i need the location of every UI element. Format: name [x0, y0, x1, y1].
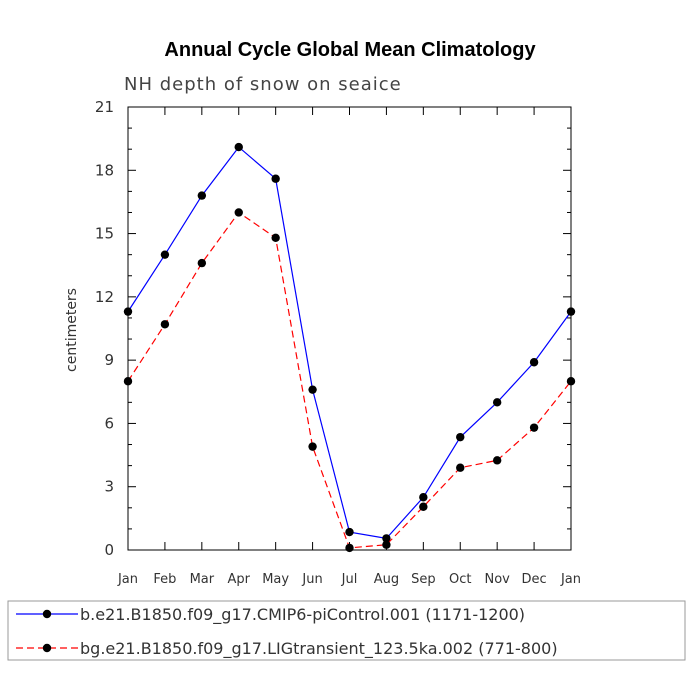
series-1-point — [271, 174, 280, 183]
series-2-point — [566, 377, 576, 386]
y-tick-label: 6 — [104, 414, 114, 432]
series-2-point — [382, 540, 391, 549]
legend-marker-2 — [42, 643, 52, 653]
plot-frame — [127, 106, 572, 551]
y-tick-label: 21 — [95, 98, 114, 116]
series-1-point — [492, 398, 502, 407]
y-tick-label: 0 — [104, 541, 114, 559]
series-1-point — [566, 307, 576, 316]
x-tick-label: Dec — [522, 572, 547, 587]
series-1-point — [382, 534, 391, 543]
y-tick-label: 9 — [104, 351, 114, 369]
series-2-point — [197, 258, 207, 268]
series-layer — [123, 142, 576, 553]
series-2-point — [492, 456, 502, 465]
x-tick-labels: Jan Feb Mar Apr May Jun Jul Aug Sep Oct Nov Dec Jan — [117, 572, 581, 587]
legend-box — [7, 600, 686, 661]
series-2-point — [308, 442, 317, 451]
series-2-point — [529, 423, 539, 432]
chart-subtitle: NH depth of snow on seaice — [124, 74, 402, 95]
series-1-point — [529, 358, 539, 367]
series-2-point — [419, 502, 428, 511]
x-tick-label: Jan — [117, 572, 138, 587]
y-tick-labels: 0 3 6 9 12 15 18 21 — [95, 98, 114, 559]
y-tick-label: 12 — [95, 288, 114, 306]
series-1-point — [160, 250, 170, 259]
y-tick-label: 15 — [95, 225, 114, 243]
legend: b.e21.B1850.f09_g17.CMIP6-piControl.001 … — [16, 605, 558, 659]
series-2-point — [160, 320, 170, 329]
axis-ticks — [127, 106, 572, 551]
x-tick-label: Jun — [301, 572, 322, 587]
x-tick-label: Oct — [449, 572, 471, 587]
series-1-point — [456, 432, 465, 442]
y-tick-label: 18 — [95, 161, 114, 179]
series-line-1 — [127, 146, 572, 540]
series-1-point — [345, 527, 354, 537]
chart-title: Annual Cycle Global Mean Climatology — [164, 39, 536, 61]
series-line-2 — [127, 211, 572, 549]
series-1-point — [308, 385, 317, 394]
x-tick-label: Sep — [411, 572, 436, 587]
x-tick-label: Feb — [153, 572, 176, 587]
series-1-point — [123, 307, 133, 316]
x-tick-label: Jul — [341, 572, 358, 587]
series-2-point — [234, 208, 243, 217]
series-2-point — [456, 463, 465, 472]
series-1-point — [197, 191, 207, 200]
y-axis-label: centimeters — [64, 288, 80, 372]
series-1-point — [234, 142, 243, 152]
legend-label-2: bg.e21.B1850.f09_g17.LIGtransient_123.5k… — [80, 639, 558, 659]
x-tick-label: May — [262, 572, 289, 587]
series-2-point — [123, 377, 133, 386]
legend-marker-1 — [42, 609, 52, 619]
series-2-point — [271, 233, 280, 242]
x-tick-label: Jan — [560, 572, 581, 587]
legend-label-1: b.e21.B1850.f09_g17.CMIP6-piControl.001 … — [80, 605, 525, 625]
x-tick-label: Apr — [228, 572, 251, 587]
series-2-point — [345, 543, 354, 553]
x-tick-label: Nov — [484, 572, 510, 587]
series-1-point — [419, 493, 428, 502]
x-tick-label: Mar — [190, 572, 215, 587]
x-tick-label: Aug — [374, 572, 399, 587]
y-tick-label: 3 — [104, 478, 114, 496]
